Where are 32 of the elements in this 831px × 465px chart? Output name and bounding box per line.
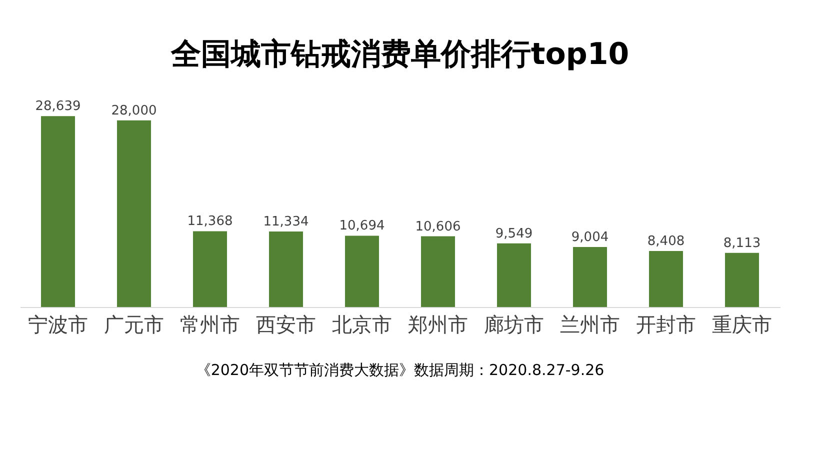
x-tick-label: 北京市 xyxy=(332,312,392,336)
data-label: 8,408 xyxy=(647,234,685,249)
x-tick-label: 廊坊市 xyxy=(484,312,544,336)
bar xyxy=(497,243,531,307)
bar xyxy=(117,120,151,307)
data-label: 9,549 xyxy=(495,226,533,242)
data-label: 10,606 xyxy=(415,219,461,234)
bar xyxy=(421,236,455,307)
bar xyxy=(725,252,759,307)
bar xyxy=(41,116,75,307)
data-label: 28,000 xyxy=(111,103,157,118)
bar xyxy=(269,231,303,307)
data-label: 11,334 xyxy=(263,214,309,230)
x-tick-label: 兰州市 xyxy=(560,312,620,336)
data-label: 11,368 xyxy=(187,214,233,230)
x-tick-label: 重庆市 xyxy=(712,312,772,336)
data-label: 9,004 xyxy=(571,230,609,245)
text: 《2020年双节节前消费大数据》数据周期：2020.8.27-9.26 xyxy=(196,361,604,379)
bar xyxy=(573,246,607,307)
data-label: 8,113 xyxy=(723,236,761,251)
x-tick-label: 常州市 xyxy=(180,312,240,336)
x-tick-label: 郑州市 xyxy=(408,312,468,336)
x-tick-label: 宁波市 xyxy=(28,312,88,336)
x-tick-label: 开封市 xyxy=(636,312,696,336)
data-label: 10,694 xyxy=(339,218,385,234)
bar xyxy=(345,236,379,307)
x-tick-label: 广元市 xyxy=(104,312,164,336)
bar xyxy=(193,231,227,307)
bar xyxy=(649,250,683,307)
data-label: 28,639 xyxy=(35,99,81,114)
chart-title: 全国城市钻戒消费单价排行top10 xyxy=(170,37,630,72)
x-tick-label: 西安市 xyxy=(256,312,316,336)
